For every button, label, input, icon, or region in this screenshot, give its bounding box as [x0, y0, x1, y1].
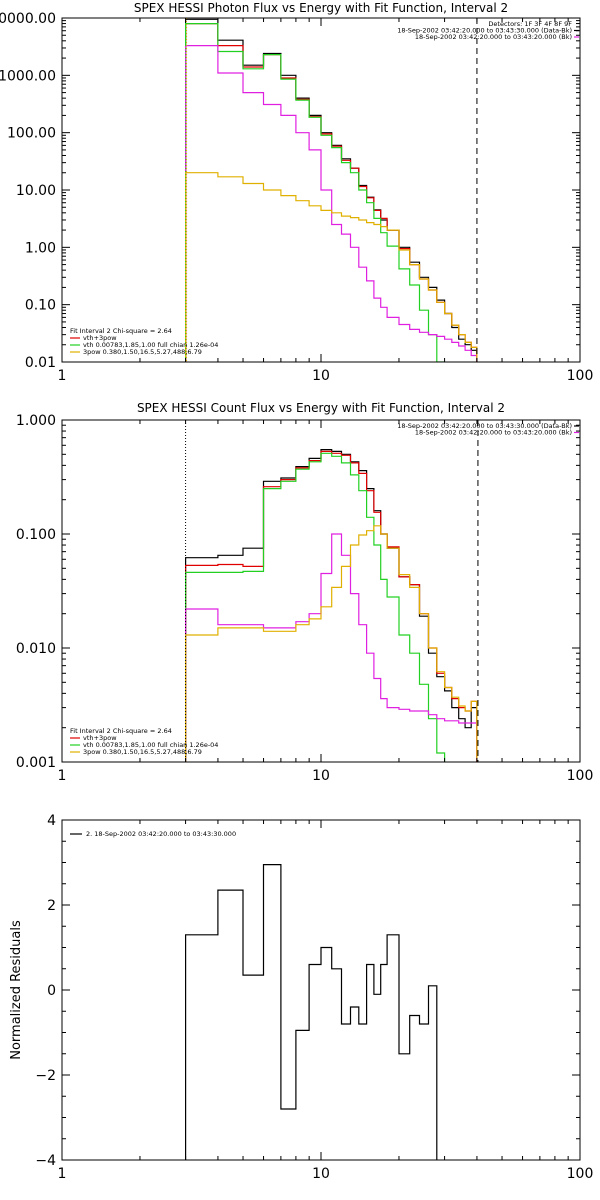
chart-title: SPEX HESSI Count Flux vs Energy with Fit…: [137, 401, 505, 415]
plot-area: [185, 18, 478, 362]
series-magenta-histogram: [185, 533, 478, 762]
legend-entry: vth+3pow: [83, 734, 117, 742]
chart-panel-3: Normalized Residuals 1 10 100 −4 −2 0 2 4 2. 18-S…: [9, 813, 593, 1182]
series-red-histogram: [185, 450, 478, 762]
annotation-text: 18-Sep-2002 03:42:20.000 to 03:43:20.000…: [415, 33, 572, 41]
legend-entry: 3pow 0.380,1.50,16.5,5.27,488,6.79: [83, 348, 202, 356]
x-tick-label: 1: [58, 368, 67, 384]
y-tick-label: −2: [35, 1068, 56, 1084]
y-tick-label: 1.00: [25, 240, 56, 256]
y-tick-label: 4: [47, 813, 56, 829]
x-tick-label: 1: [58, 1166, 67, 1182]
legend-entry: 3pow 0.380,1.50,16.5,5.27,488,6.79: [83, 748, 202, 756]
legend-entry: 2. 18-Sep-2002 03:42:20.000 to 03:43:30.…: [86, 830, 236, 838]
plot-area: [185, 864, 438, 1160]
series-yellow-histogram: [185, 172, 478, 362]
y-tick-label: −4: [35, 1153, 56, 1169]
y-tick-label: 0: [47, 983, 56, 999]
annotation-text: Detectors: 1F 3F 4F 8F 9F: [488, 20, 572, 28]
annotation-text: 18-Sep-2002 03:42:20.000 to 03:43:20.000…: [415, 429, 572, 437]
y-tick-label: 10000.00: [0, 11, 56, 27]
y-tick-label: 0.10: [25, 298, 56, 314]
legend-entry: vth 0.00783,1.85,1.00 full chian 1.26e-0…: [83, 741, 218, 749]
annotation-text: 18-Sep-2002 03:42:20.000 to 03:43:30.000…: [397, 27, 572, 35]
legend-header: Fit Interval 2 Chi-square = 2.64: [70, 727, 172, 735]
legend-entry: vth+3pow: [83, 334, 117, 342]
x-tick-label: 10: [312, 368, 330, 384]
y-tick-label: 0.100: [16, 527, 56, 543]
y-tick-label: 10.00: [16, 183, 56, 199]
chart-title: SPEX HESSI Photon Flux vs Energy with Fi…: [134, 1, 508, 15]
chart-panel-2: SPEX HESSI Count Flux vs Energy with Fit…: [16, 401, 594, 784]
y-tick-label: 1.000: [16, 413, 56, 429]
series-green-histogram: [185, 23, 446, 362]
y-axis-label: Normalized Residuals: [9, 920, 24, 1060]
x-tick-label: 100: [567, 368, 594, 384]
legend-entry: vth 0.00783,1.85,1.00 full chian 1.26e-0…: [83, 341, 218, 349]
series-green-histogram: [185, 452, 446, 762]
x-tick-label: 1: [58, 768, 67, 784]
series-black-histogram: [185, 864, 438, 1160]
x-tick-label: 10: [312, 1166, 330, 1182]
y-tick-label: 0.010: [16, 641, 56, 657]
y-tick-label: 1000.00: [0, 68, 56, 84]
y-tick-label: 0.01: [25, 355, 56, 371]
y-tick-label: 0.001: [16, 755, 56, 771]
series-yellow-histogram: [185, 525, 478, 762]
plot-area: [185, 449, 478, 762]
x-tick-label: 10: [312, 768, 330, 784]
y-tick-label: 2: [47, 898, 56, 914]
plot-frame: [61, 819, 581, 1161]
x-tick-label: 100: [567, 768, 594, 784]
chart-panel-1: SPEX HESSI Photon Flux vs Energy with Fi…: [0, 1, 594, 384]
annotation-text: 18-Sep-2002 03:42:20.000 to 03:43:30.000…: [397, 422, 572, 430]
y-tick-label: 100.00: [7, 126, 56, 142]
series-black-histogram: [185, 449, 478, 762]
x-tick-label: 100: [567, 1166, 594, 1182]
series-magenta-histogram: [185, 45, 478, 362]
legend-header: Fit Interval 2 Chi-square = 2.64: [70, 327, 172, 335]
